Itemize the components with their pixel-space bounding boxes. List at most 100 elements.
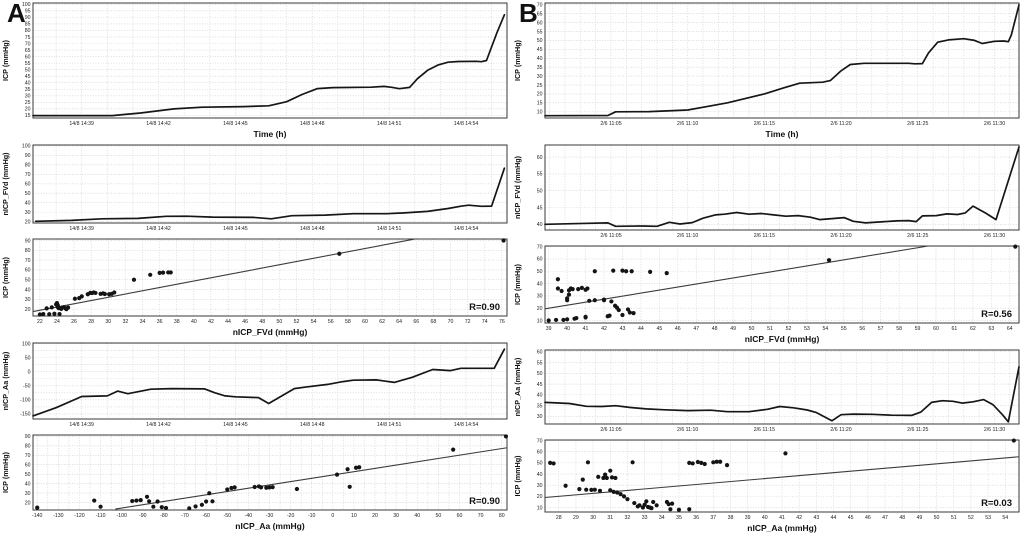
svg-text:55: 55 — [25, 61, 31, 67]
svg-text:80: 80 — [499, 513, 505, 519]
svg-text:40: 40 — [25, 481, 31, 487]
svg-text:20: 20 — [25, 107, 31, 113]
svg-text:0: 0 — [28, 370, 31, 376]
svg-text:74: 74 — [482, 319, 488, 325]
svg-text:80: 80 — [25, 28, 31, 34]
svg-text:34: 34 — [659, 515, 665, 521]
svg-text:nICP_Aa (mmHg): nICP_Aa (mmHg) — [513, 357, 522, 416]
svg-text:50: 50 — [25, 355, 31, 361]
svg-text:55: 55 — [537, 172, 543, 178]
svg-text:38: 38 — [174, 319, 180, 325]
svg-text:60: 60 — [537, 20, 543, 26]
svg-text:20: 20 — [25, 219, 31, 225]
svg-text:100: 100 — [22, 144, 31, 150]
svg-text:54: 54 — [822, 326, 828, 332]
svg-text:90: 90 — [25, 238, 31, 244]
svg-text:nICP_FVd (mmHg): nICP_FVd (mmHg) — [233, 327, 308, 337]
svg-text:10: 10 — [537, 318, 543, 324]
svg-text:34: 34 — [140, 319, 146, 325]
chart-b-nicp-fvd-vs-time: 40 45 50 55 60 2/6 11:05 2/6 11:10 2/6 11:15 2/6… — [512, 142, 1024, 241]
svg-text:-40: -40 — [245, 513, 253, 519]
svg-text:56: 56 — [328, 319, 334, 325]
svg-text:14/8 14:51: 14/8 14:51 — [377, 226, 402, 232]
svg-text:30: 30 — [25, 491, 31, 497]
svg-text:85: 85 — [25, 22, 31, 28]
svg-text:14/8 14:45: 14/8 14:45 — [223, 226, 248, 232]
svg-text:70: 70 — [448, 319, 454, 325]
svg-text:24: 24 — [54, 319, 60, 325]
svg-text:nICP_FVd (mmHg): nICP_FVd (mmHg) — [1, 152, 10, 216]
svg-text:2/6 11:20: 2/6 11:20 — [830, 121, 851, 127]
chart-b-scatter-icp-vs-nicp-fvd: 10 20 30 40 50 60 70 39 40 41 42 43 44 45 46 47 48 49 50 51… — [512, 243, 1024, 345]
svg-text:40: 40 — [25, 81, 31, 87]
svg-text:ICP (mmHg): ICP (mmHg) — [513, 263, 522, 305]
svg-text:nICP_FVd (mmHg): nICP_FVd (mmHg) — [745, 334, 820, 344]
svg-text:60: 60 — [537, 155, 543, 161]
svg-text:nICP_Aa (mmHg): nICP_Aa (mmHg) — [1, 351, 10, 410]
svg-text:39: 39 — [546, 326, 552, 332]
svg-text:70: 70 — [25, 172, 31, 178]
svg-text:80: 80 — [25, 248, 31, 254]
svg-text:nICP_Aa (mmHg): nICP_Aa (mmHg) — [747, 523, 817, 533]
svg-text:60: 60 — [537, 450, 543, 456]
svg-text:60: 60 — [537, 350, 543, 356]
svg-text:43: 43 — [813, 515, 819, 521]
svg-text:ICP (mmHg): ICP (mmHg) — [1, 451, 10, 493]
svg-text:14/8 14:54: 14/8 14:54 — [454, 226, 479, 232]
svg-text:46: 46 — [865, 515, 871, 521]
svg-text:52: 52 — [786, 326, 792, 332]
svg-text:55: 55 — [841, 326, 847, 332]
svg-text:60: 60 — [25, 54, 31, 60]
svg-text:14/8 14:54: 14/8 14:54 — [454, 422, 479, 428]
svg-text:28: 28 — [88, 319, 94, 325]
svg-text:-50: -50 — [23, 384, 31, 390]
svg-text:70: 70 — [537, 438, 543, 444]
svg-text:52: 52 — [294, 319, 300, 325]
svg-text:2/6 11:30: 2/6 11:30 — [984, 121, 1005, 127]
svg-text:64: 64 — [396, 319, 402, 325]
svg-text:20: 20 — [25, 500, 31, 506]
svg-text:29: 29 — [573, 515, 579, 521]
svg-text:ICP (mmHg): ICP (mmHg) — [513, 39, 522, 81]
svg-text:50: 50 — [277, 319, 283, 325]
svg-text:40: 40 — [25, 287, 31, 293]
svg-text:32: 32 — [123, 319, 129, 325]
svg-text:-20: -20 — [287, 513, 295, 519]
svg-text:51: 51 — [951, 515, 957, 521]
svg-text:95: 95 — [25, 9, 31, 15]
svg-text:70: 70 — [25, 453, 31, 459]
svg-text:47: 47 — [882, 515, 888, 521]
svg-text:50: 50 — [25, 278, 31, 284]
svg-text:2/6 11:05: 2/6 11:05 — [600, 233, 621, 239]
svg-text:-80: -80 — [160, 513, 168, 519]
svg-text:59: 59 — [915, 326, 921, 332]
svg-text:50: 50 — [537, 269, 543, 275]
svg-text:2/6 11:30: 2/6 11:30 — [984, 427, 1005, 433]
svg-text:40: 40 — [537, 56, 543, 62]
svg-text:20: 20 — [537, 494, 543, 500]
svg-text:45: 45 — [656, 326, 662, 332]
chart-b-scatter-icp-vs-nicp-aa: 10 20 30 40 50 60 70 28 29 30 31 32 33 34 35 36 37 38 39 40… — [512, 437, 1024, 534]
svg-text:66: 66 — [413, 319, 419, 325]
svg-text:30: 30 — [25, 297, 31, 303]
svg-text:70: 70 — [537, 3, 543, 9]
svg-text:14/8 14:42: 14/8 14:42 — [146, 226, 171, 232]
svg-text:80: 80 — [25, 163, 31, 169]
svg-text:60: 60 — [25, 268, 31, 274]
svg-text:-60: -60 — [202, 513, 210, 519]
svg-text:25: 25 — [537, 83, 543, 89]
svg-text:14/8 14:48: 14/8 14:48 — [300, 422, 325, 428]
svg-text:40: 40 — [414, 513, 420, 519]
svg-text:39: 39 — [745, 515, 751, 521]
svg-text:40: 40 — [537, 393, 543, 399]
chart-a-icp-vs-time: 15 20 25 30 35 40 45 50 55 60 65 70 75 80 85 90 95 100 14/… — [0, 0, 512, 140]
svg-text:60: 60 — [537, 257, 543, 263]
svg-text:54: 54 — [1002, 515, 1008, 521]
svg-text:48: 48 — [259, 319, 265, 325]
svg-text:14/8 14:54: 14/8 14:54 — [454, 121, 479, 127]
svg-text:-100: -100 — [20, 398, 30, 404]
chart-b-nicp-aa-vs-time: 30 35 40 45 50 55 60 2/6 11:05 2/6 11:10 2/6 11:1… — [512, 347, 1024, 435]
svg-text:30: 30 — [25, 210, 31, 216]
svg-text:R=0.03: R=0.03 — [981, 498, 1012, 509]
svg-text:55: 55 — [537, 29, 543, 35]
